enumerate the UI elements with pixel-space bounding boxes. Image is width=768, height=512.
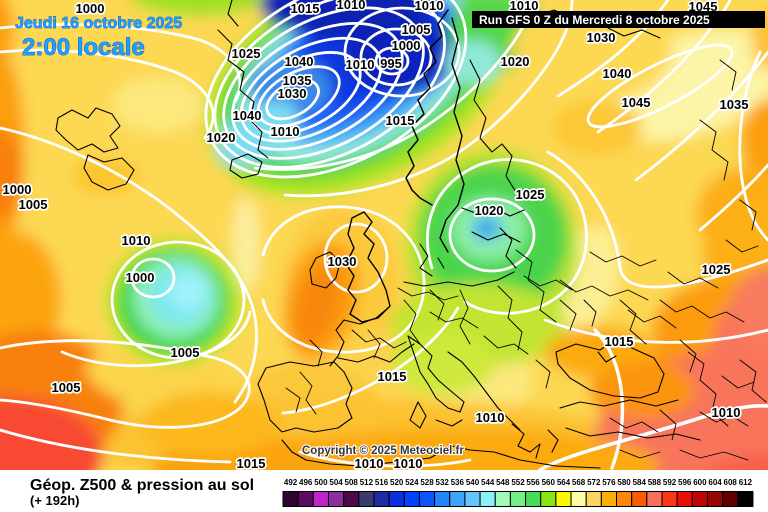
- svg-text:1005: 1005: [171, 345, 200, 360]
- svg-text:576: 576: [602, 478, 616, 487]
- svg-text:1035: 1035: [720, 97, 749, 112]
- svg-text:592: 592: [663, 478, 677, 487]
- svg-text:1010: 1010: [122, 233, 151, 248]
- svg-text:1010: 1010: [346, 57, 375, 72]
- svg-text:608: 608: [724, 478, 738, 487]
- svg-text:(+ 192h): (+ 192h): [30, 493, 80, 508]
- svg-text:1040: 1040: [285, 54, 314, 69]
- svg-text:1010: 1010: [355, 456, 384, 471]
- svg-text:1025: 1025: [702, 262, 731, 277]
- svg-text:552: 552: [511, 478, 525, 487]
- svg-text:604: 604: [708, 478, 722, 487]
- svg-text:1005: 1005: [52, 380, 81, 395]
- svg-text:512: 512: [360, 478, 374, 487]
- svg-text:1015: 1015: [237, 456, 266, 471]
- svg-text:1020: 1020: [501, 54, 530, 69]
- svg-text:1035: 1035: [283, 73, 312, 88]
- svg-text:1010: 1010: [337, 0, 366, 12]
- svg-text:1010: 1010: [415, 0, 444, 13]
- svg-text:1045: 1045: [622, 95, 651, 110]
- svg-text:1000: 1000: [76, 1, 105, 16]
- svg-text:1000: 1000: [126, 270, 155, 285]
- svg-text:Géop. Z500 & pression au sol: Géop. Z500 & pression au sol: [30, 477, 254, 494]
- svg-text:516: 516: [375, 478, 389, 487]
- svg-text:496: 496: [299, 478, 313, 487]
- svg-text:564: 564: [557, 478, 571, 487]
- svg-text:1020: 1020: [475, 203, 504, 218]
- svg-text:1015: 1015: [605, 334, 634, 349]
- svg-text:1025: 1025: [232, 46, 261, 61]
- svg-text:540: 540: [466, 478, 480, 487]
- svg-text:1015: 1015: [291, 1, 320, 16]
- svg-text:536: 536: [451, 478, 465, 487]
- svg-text:492: 492: [284, 478, 298, 487]
- svg-text:600: 600: [693, 478, 707, 487]
- svg-text:1030: 1030: [587, 30, 616, 45]
- svg-text:1040: 1040: [233, 108, 262, 123]
- svg-text:1040: 1040: [603, 66, 632, 81]
- svg-text:556: 556: [526, 478, 540, 487]
- svg-text:504: 504: [329, 478, 343, 487]
- svg-text:1030: 1030: [328, 254, 357, 269]
- svg-text:544: 544: [481, 478, 495, 487]
- svg-text:1010: 1010: [394, 456, 423, 471]
- svg-text:1015: 1015: [378, 369, 407, 384]
- svg-text:548: 548: [496, 478, 510, 487]
- svg-text:1010: 1010: [712, 405, 741, 420]
- svg-text:1025: 1025: [516, 187, 545, 202]
- svg-text:1000: 1000: [3, 182, 32, 197]
- svg-text:Copyright © 2025 Meteociel.fr: Copyright © 2025 Meteociel.fr: [302, 445, 464, 457]
- svg-text:1005: 1005: [402, 22, 431, 37]
- svg-text:1030: 1030: [278, 86, 307, 101]
- svg-text:580: 580: [617, 478, 631, 487]
- svg-text:596: 596: [678, 478, 692, 487]
- svg-text:1010: 1010: [271, 124, 300, 139]
- svg-text:532: 532: [436, 478, 450, 487]
- svg-text:1010: 1010: [476, 410, 505, 425]
- svg-text:588: 588: [648, 478, 662, 487]
- svg-text:Jeudi 16 octobre 2025: Jeudi 16 octobre 2025: [15, 15, 182, 32]
- svg-text:572: 572: [587, 478, 601, 487]
- svg-text:584: 584: [633, 478, 647, 487]
- svg-text:524: 524: [405, 478, 419, 487]
- svg-text:520: 520: [390, 478, 404, 487]
- svg-text:1020: 1020: [207, 130, 236, 145]
- svg-text:1005: 1005: [19, 197, 48, 212]
- svg-text:568: 568: [572, 478, 586, 487]
- svg-text:2:00 locale: 2:00 locale: [22, 34, 145, 61]
- svg-text:560: 560: [542, 478, 556, 487]
- svg-text:508: 508: [345, 478, 359, 487]
- svg-text:995: 995: [380, 56, 402, 71]
- svg-text:528: 528: [420, 478, 434, 487]
- svg-text:612: 612: [739, 478, 753, 487]
- svg-text:Run GFS 0 Z du Mercredi 8 octo: Run GFS 0 Z du Mercredi 8 octobre 2025: [479, 13, 710, 27]
- svg-text:500: 500: [314, 478, 328, 487]
- svg-text:1000: 1000: [392, 38, 421, 53]
- svg-text:1015: 1015: [386, 113, 415, 128]
